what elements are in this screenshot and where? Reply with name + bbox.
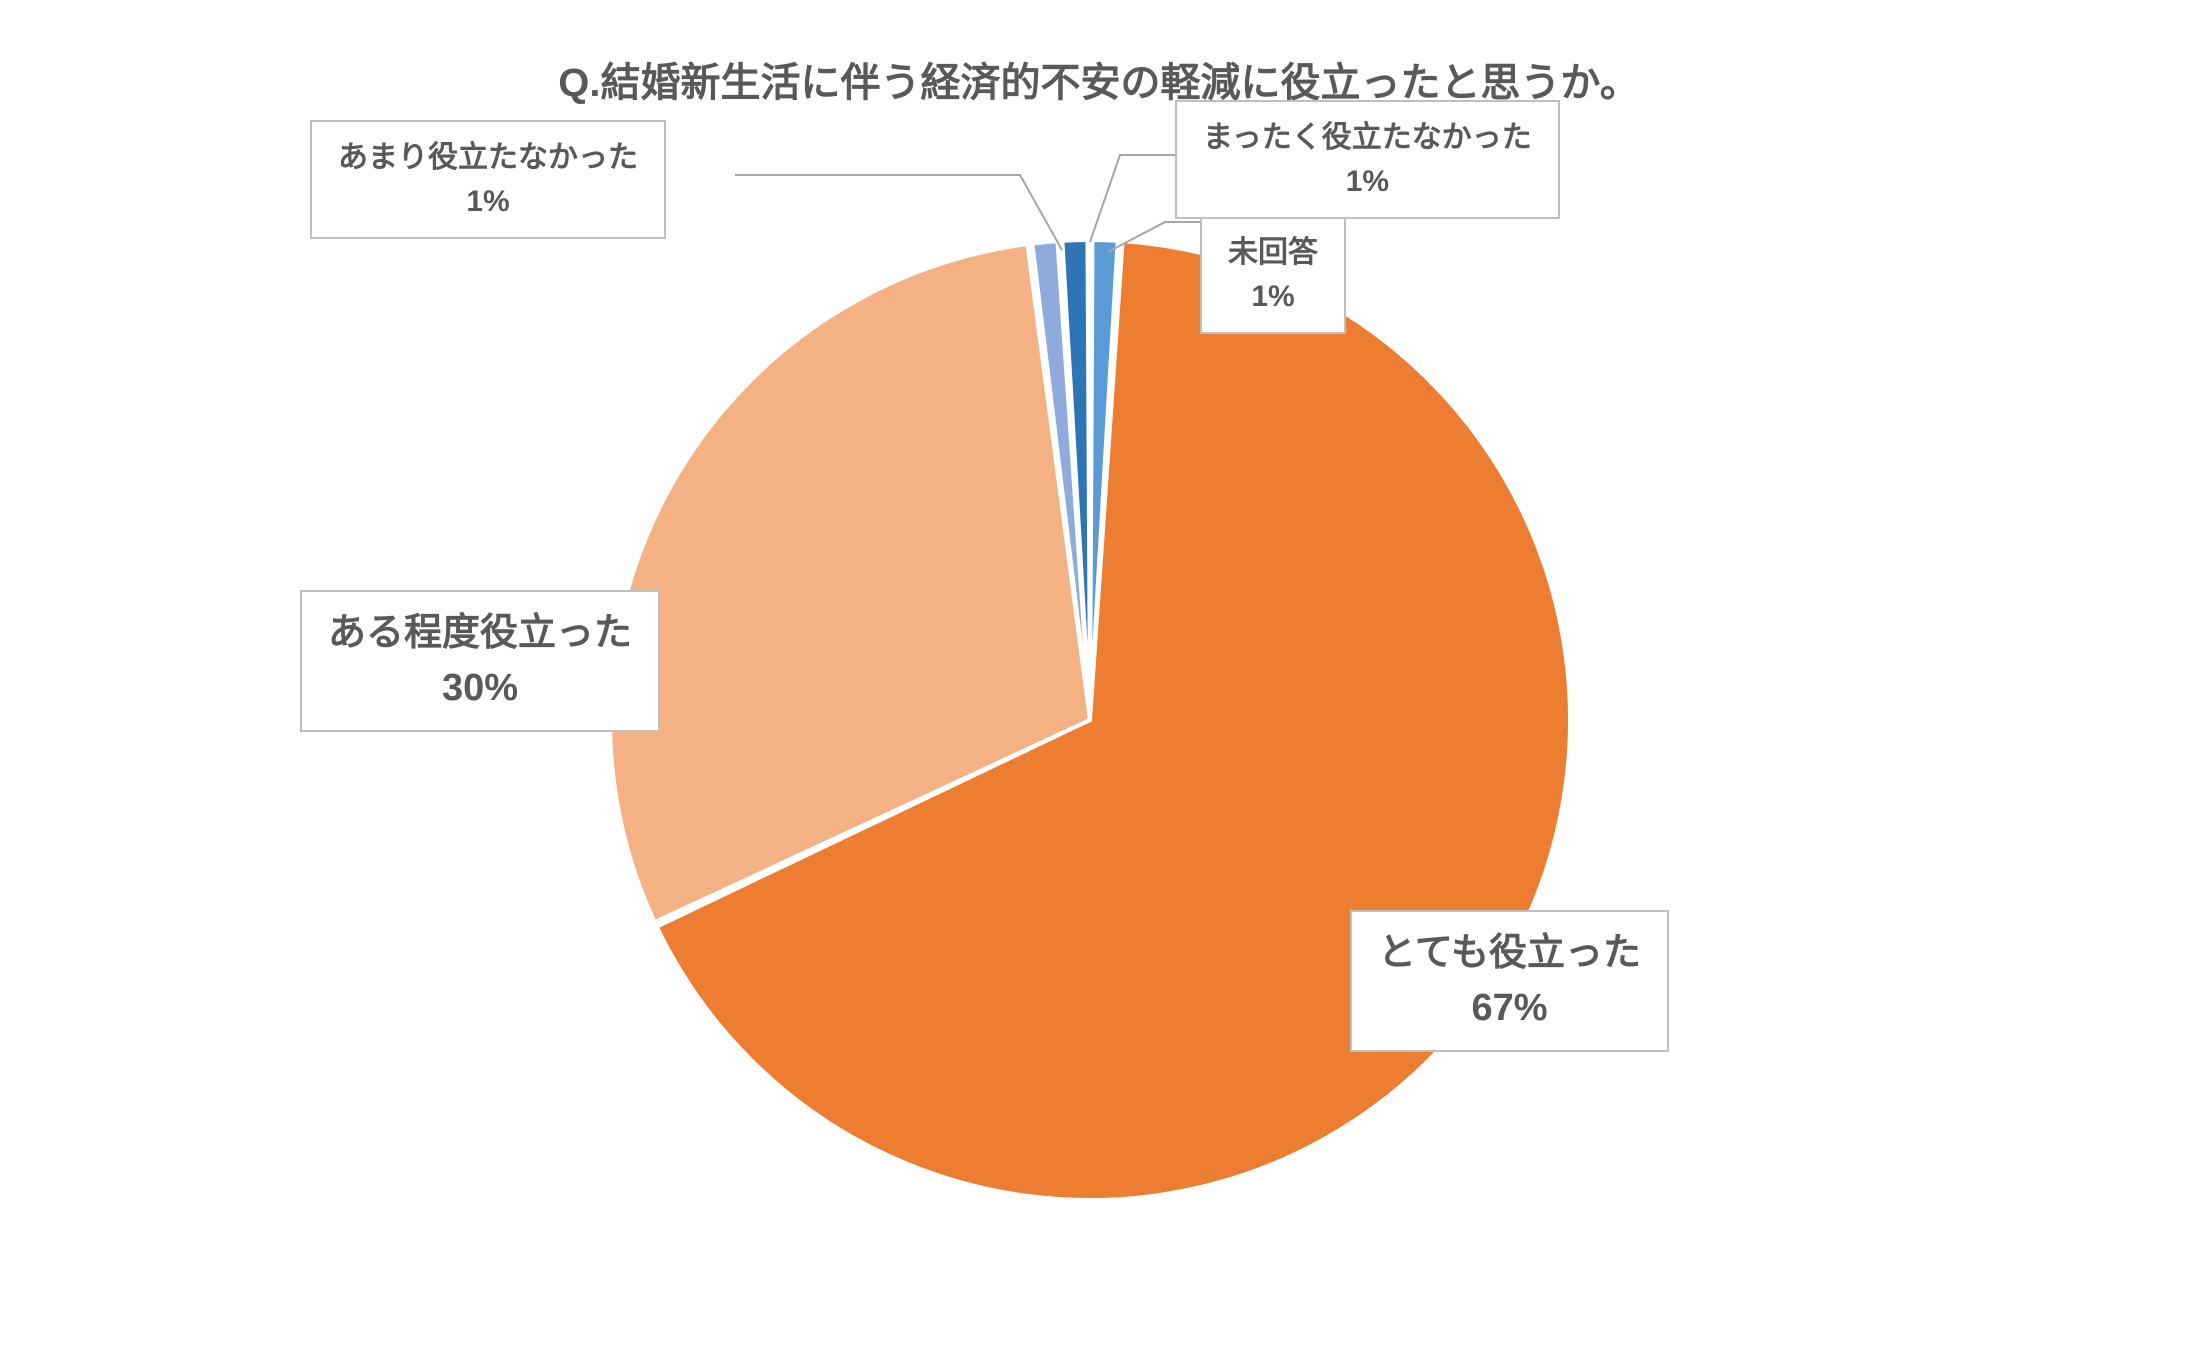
callout-box: 未回答1%	[1200, 215, 1346, 334]
callout-pct: 1%	[1203, 160, 1532, 204]
callout-pct: 1%	[338, 180, 638, 224]
callout-label: あまり役立たなかった	[338, 136, 638, 180]
callout-box: とても役立った67%	[1350, 910, 1669, 1052]
callout-label: 未回答	[1228, 231, 1318, 275]
callout-label: ある程度役立った	[328, 606, 632, 661]
callout-label: まったく役立たなかった	[1203, 116, 1532, 160]
callout-box: ある程度役立った30%	[300, 590, 660, 732]
callout-pct: 30%	[328, 661, 632, 716]
callout-pct: 1%	[1228, 275, 1318, 319]
callout-pct: 67%	[1378, 981, 1641, 1036]
callout-box: まったく役立たなかった1%	[1175, 100, 1560, 219]
callout-box: あまり役立たなかった1%	[310, 120, 666, 239]
callout-label: とても役立った	[1378, 926, 1641, 981]
